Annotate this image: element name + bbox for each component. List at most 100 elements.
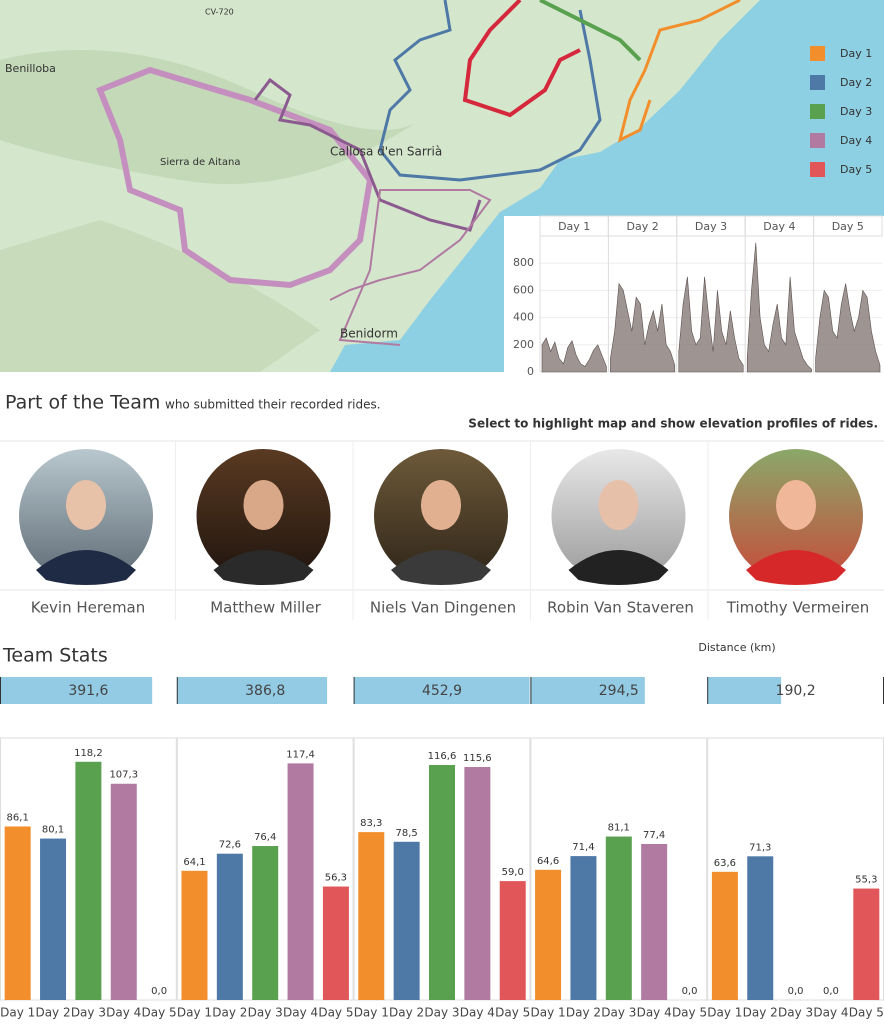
elevation-chart: 0 200 400 600 800 Day 1 Day 2 Day 3 Day 4 Day 5 bbox=[504, 215, 884, 378]
value-label: 118,2 bbox=[74, 748, 103, 759]
y-tick-label: 0 bbox=[527, 365, 534, 378]
member-name[interactable]: Niels Van Dingenen bbox=[370, 599, 516, 617]
panel-title: Day 1 bbox=[558, 220, 590, 233]
bar[interactable] bbox=[535, 869, 562, 1000]
avatar-body bbox=[391, 550, 491, 585]
x-tick-label: Day 5 bbox=[495, 1006, 530, 1020]
legend-label[interactable]: Day 2 bbox=[840, 76, 872, 89]
legend-swatch bbox=[810, 133, 825, 148]
x-tick-label: Day 1 bbox=[177, 1006, 212, 1020]
x-tick-label: Day 2 bbox=[566, 1006, 601, 1020]
panel-title: Day 5 bbox=[832, 220, 864, 233]
bar[interactable] bbox=[853, 888, 880, 1000]
member-name[interactable]: Robin Van Staveren bbox=[547, 599, 694, 617]
chart-title: Distance (km) bbox=[698, 641, 775, 654]
member-name[interactable]: Kevin Hereman bbox=[31, 599, 146, 617]
bar[interactable] bbox=[499, 881, 526, 1000]
x-tick-label: Day 5 bbox=[849, 1006, 884, 1020]
bar[interactable] bbox=[641, 844, 668, 1000]
value-label: 452,9 bbox=[422, 683, 462, 699]
avatar-body bbox=[568, 550, 669, 585]
bar[interactable] bbox=[110, 783, 137, 1000]
value-label: 86,1 bbox=[7, 812, 29, 823]
value-label: 0,0 bbox=[151, 986, 167, 997]
value-label: 391,6 bbox=[68, 683, 108, 699]
value-label: 81,1 bbox=[608, 823, 630, 834]
legend-label[interactable]: Day 4 bbox=[840, 134, 872, 147]
bar[interactable] bbox=[711, 871, 738, 1000]
y-tick-label: 200 bbox=[513, 338, 534, 351]
value-label: 71,3 bbox=[749, 842, 771, 853]
x-tick-label: Day 4 bbox=[813, 1006, 848, 1020]
distance-chart: Distance (km) 391,6 386,8 452,9 294,5 190,2 bbox=[0, 641, 884, 704]
distance-bar bbox=[176, 677, 328, 704]
value-label: 190,2 bbox=[776, 683, 816, 699]
x-tick-label: Day 1 bbox=[531, 1006, 566, 1020]
y-tick-label: 400 bbox=[513, 311, 534, 324]
bar[interactable] bbox=[181, 870, 208, 1000]
value-label: 117,4 bbox=[286, 749, 315, 760]
x-tick-label: Day 5 bbox=[142, 1006, 177, 1020]
legend-label[interactable]: Day 5 bbox=[840, 163, 872, 176]
x-tick-label: Day 2 bbox=[743, 1006, 778, 1020]
map-hills bbox=[0, 220, 320, 372]
x-tick-label: Day 3 bbox=[71, 1006, 106, 1020]
avatar-body bbox=[36, 550, 136, 585]
bar[interactable] bbox=[358, 832, 385, 1000]
y-tick-label: 800 bbox=[513, 256, 534, 269]
bar[interactable] bbox=[40, 838, 67, 1000]
member-name[interactable]: Timothy Vermeiren bbox=[726, 599, 870, 617]
value-label: 0,0 bbox=[823, 986, 839, 997]
bar[interactable] bbox=[747, 856, 774, 1000]
x-tick-label: Day 4 bbox=[283, 1006, 318, 1020]
value-label: 64,6 bbox=[537, 856, 559, 867]
member-name[interactable]: Matthew Miller bbox=[210, 599, 321, 617]
value-label: 72,6 bbox=[219, 840, 241, 851]
value-label: 294,5 bbox=[599, 683, 639, 699]
avatar-head bbox=[66, 480, 106, 530]
bar[interactable] bbox=[393, 841, 420, 1000]
legend-swatch bbox=[810, 75, 825, 90]
x-tick-label: Day 2 bbox=[212, 1006, 247, 1020]
map-label: Benidorm bbox=[340, 327, 398, 341]
bar[interactable] bbox=[322, 886, 349, 1000]
x-tick-label: Day 4 bbox=[637, 1006, 672, 1020]
elevation-area bbox=[678, 276, 744, 373]
map-label: Benilloba bbox=[5, 62, 56, 75]
value-label: 59,0 bbox=[502, 867, 524, 878]
avatar-body bbox=[213, 550, 314, 585]
panel-title: Day 4 bbox=[763, 220, 795, 233]
bar[interactable] bbox=[429, 765, 455, 1000]
route bbox=[253, 77, 482, 232]
map-label: Sierra de Aitana bbox=[160, 157, 240, 168]
x-tick-label: Day 1 bbox=[707, 1006, 742, 1020]
bar[interactable] bbox=[464, 767, 491, 1000]
distance-bar bbox=[0, 677, 153, 704]
section-title: Team Stats bbox=[2, 645, 108, 667]
map-hills bbox=[0, 50, 420, 184]
x-tick-label: Day 1 bbox=[354, 1006, 389, 1020]
bar[interactable] bbox=[216, 853, 243, 1000]
map[interactable]: CV-720 Benilloba Sierra de Aitana Callosa d… bbox=[0, 0, 884, 372]
x-tick-label: Day 2 bbox=[389, 1006, 424, 1020]
value-label: 78,5 bbox=[396, 828, 418, 839]
avatar-body bbox=[746, 550, 846, 585]
bar[interactable] bbox=[75, 761, 102, 1000]
bar[interactable] bbox=[605, 836, 632, 1000]
day-bar-charts: 86,1 Day 1 80,1 Day 2 118,2 Day 3 107,3 Day 4 0,… bbox=[0, 737, 884, 1020]
value-label: 80,1 bbox=[42, 825, 64, 836]
x-tick-label: Day 4 bbox=[460, 1006, 495, 1020]
members: Kevin Hereman Matthew Miller Niels Van Din… bbox=[19, 441, 869, 620]
value-label: 115,6 bbox=[463, 753, 492, 764]
bar[interactable] bbox=[287, 763, 314, 1000]
map-label: CV-720 bbox=[205, 8, 234, 17]
legend[interactable]: Day 1 Day 2 Day 3 Day 4 Day 5 bbox=[810, 46, 872, 177]
bar[interactable] bbox=[4, 826, 31, 1000]
legend-label[interactable]: Day 3 bbox=[840, 105, 872, 118]
bar[interactable] bbox=[252, 846, 279, 1000]
bar[interactable] bbox=[570, 856, 597, 1000]
legend-label[interactable]: Day 1 bbox=[840, 47, 872, 60]
x-tick-label: Day 3 bbox=[601, 1006, 636, 1020]
